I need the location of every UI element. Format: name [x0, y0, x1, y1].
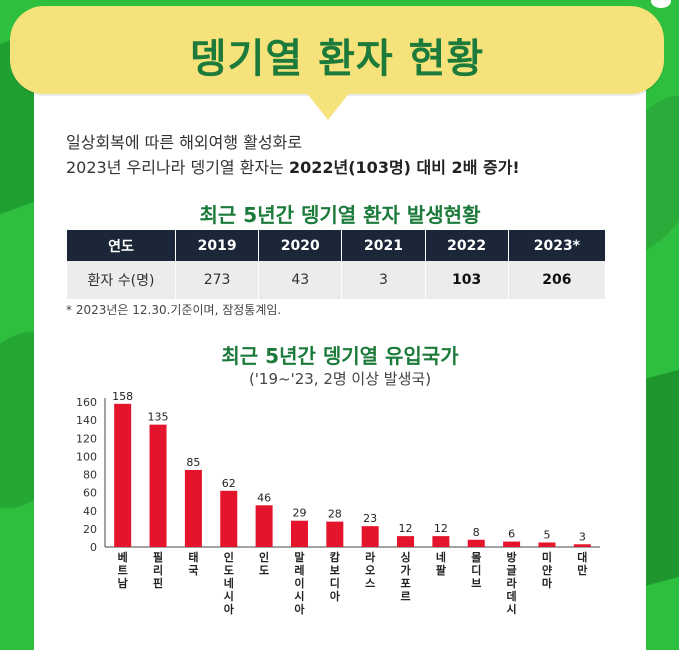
table-header-cell: 연도	[67, 230, 176, 261]
table-header-cell: 2020	[258, 230, 343, 261]
table-row: 환자 수(명) 273 43 3 103 206	[67, 261, 605, 299]
patient-stats-table: 연도 2019 2020 2021 2022 2023* 환자 수(명) 273…	[67, 230, 605, 299]
bar	[114, 403, 132, 547]
bar	[326, 521, 344, 547]
table-header-cell: 2022	[425, 230, 509, 261]
table-header-row: 연도 2019 2020 2021 2022 2023*	[67, 230, 605, 261]
table-cell: 206	[508, 261, 605, 299]
bar-value-label: 12	[399, 522, 413, 535]
table-cell: 환자 수(명)	[67, 261, 176, 299]
bar-value-label: 85	[186, 456, 200, 469]
intro-line-2: 2023년 우리나라 뎅기열 환자는 2022년(103명) 대비 2배 증가!	[66, 155, 520, 180]
intro-line-2-highlight: 2022년(103명) 대비 2배 증가!	[288, 158, 520, 177]
corner-logo	[651, 0, 671, 8]
table-cell: 3	[341, 261, 426, 299]
content-card	[34, 60, 646, 650]
bar	[149, 424, 167, 547]
bar	[432, 536, 450, 547]
bar	[255, 505, 273, 547]
table-cell: 103	[425, 261, 509, 299]
bar-value-label: 8	[473, 526, 480, 539]
bar-value-label: 5	[543, 528, 550, 541]
y-tick-label: 0	[90, 541, 97, 554]
bar-value-label: 46	[257, 491, 271, 504]
title-bubble	[10, 6, 664, 120]
y-tick-label: 100	[76, 450, 97, 463]
bar	[220, 490, 238, 547]
y-tick-label: 80	[83, 469, 97, 482]
bar-value-label: 6	[508, 528, 515, 541]
table-header-cell: 2019	[175, 230, 260, 261]
chart-title: 최근 5년간 뎅기열 유입국가	[221, 344, 459, 368]
bar-value-label: 3	[579, 530, 586, 543]
bar	[184, 469, 202, 547]
bar	[290, 520, 308, 547]
intro-text: 일상회복에 따른 해외여행 활성화로 2023년 우리나라 뎅기열 환자는 20…	[66, 130, 520, 180]
table-cell: 43	[258, 261, 343, 299]
bar-value-label: 62	[222, 477, 236, 490]
bar-value-label: 29	[292, 507, 306, 520]
y-tick-label: 140	[76, 414, 97, 427]
intro-line-1: 일상회복에 따른 해외여행 활성화로	[66, 133, 303, 152]
table-header-cell: 2021	[341, 230, 426, 261]
y-tick-label: 40	[83, 505, 97, 518]
bar-value-label: 135	[148, 411, 169, 424]
bar	[573, 544, 591, 547]
y-tick-label: 160	[76, 396, 97, 409]
chart-subtitle: ('19~'23, 2명 이상 발생국)	[248, 370, 432, 388]
table-header-cell: 2023*	[508, 230, 605, 261]
table-cell: 273	[175, 261, 260, 299]
table-section-title: 최근 5년간 뎅기열 환자 발생현황	[199, 203, 481, 227]
bar	[397, 536, 415, 547]
y-tick-label: 60	[83, 487, 97, 500]
bar	[503, 541, 521, 547]
bar-value-label: 28	[328, 508, 342, 521]
y-tick-label: 120	[76, 432, 97, 445]
bar	[467, 539, 485, 547]
bar	[538, 542, 556, 547]
page-title: 뎅기열 환자 현황	[189, 36, 485, 82]
bar-value-label: 12	[434, 522, 448, 535]
bar	[361, 526, 379, 547]
bar-value-label: 158	[112, 390, 133, 403]
y-tick-label: 20	[83, 523, 97, 536]
intro-line-2-prefix: 2023년 우리나라 뎅기열 환자는	[66, 158, 289, 177]
bar-value-label: 23	[363, 512, 377, 525]
table-footnote: * 2023년은 12.30.기준이며, 잠정통계임.	[66, 303, 282, 317]
